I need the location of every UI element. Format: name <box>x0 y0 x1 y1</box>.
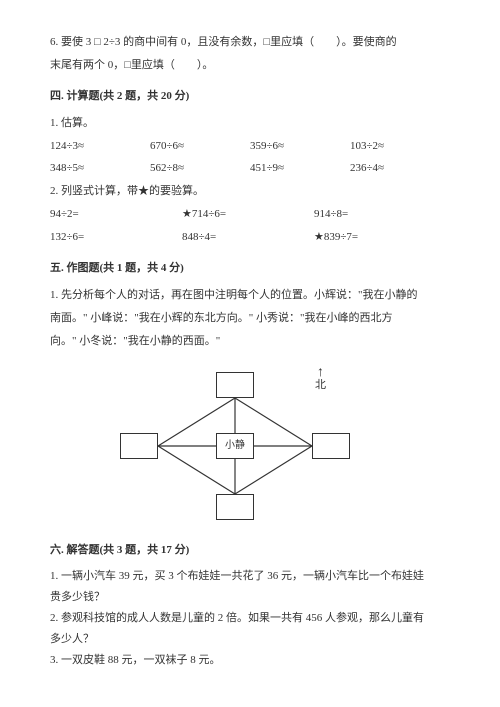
estimate-cell: 562÷8≈ <box>150 158 250 179</box>
estimate-cell: 124÷3≈ <box>50 136 150 157</box>
sec4-q2-label: 2. 列竖式计算，带★的要验算。 <box>50 181 450 202</box>
sec4-q1-label: 1. 估算。 <box>50 113 450 134</box>
north-label: 北 <box>315 380 326 391</box>
node-right <box>312 433 350 459</box>
north-indicator: ↑ 北 <box>315 366 326 391</box>
estimate-row-2: 348÷5≈ 562÷8≈ 451÷9≈ 236÷4≈ <box>50 158 450 179</box>
section-5-title: 五. 作图题(共 1 题，共 4 分) <box>50 258 450 279</box>
calc-cell: 132÷6= <box>50 227 182 248</box>
calc-cell: 94÷2= <box>50 204 182 225</box>
estimate-cell: 236÷4≈ <box>350 158 450 179</box>
estimate-cell: 348÷5≈ <box>50 158 150 179</box>
sec6-q1-a: 1. 一辆小汽车 39 元，买 3 个布娃娃一共花了 36 元，一辆小汽车比一个… <box>50 566 450 587</box>
node-top <box>216 372 254 398</box>
sec5-para-b: 南面。" 小峰说："我在小辉的东北方向。" 小秀说："我在小峰的西北方 <box>50 308 450 329</box>
q6-line-b: 末尾有两个 0，□里应填（ ）。 <box>50 55 450 76</box>
node-left <box>120 433 158 459</box>
section-4-title: 四. 计算题(共 2 题，共 20 分) <box>50 86 450 107</box>
calc-cell: 848÷4= <box>182 227 314 248</box>
estimate-cell: 670÷6≈ <box>150 136 250 157</box>
sec5-para-c: 向。" 小冬说："我在小静的西面。" <box>50 331 450 352</box>
calc-cell: ★714÷6= <box>182 204 314 225</box>
calc-cell: ★839÷7= <box>314 227 446 248</box>
vertical-calc-row-2: 132÷6= 848÷4= ★839÷7= <box>50 227 450 248</box>
estimate-row-1: 124÷3≈ 670÷6≈ 359÷6≈ 103÷2≈ <box>50 136 450 157</box>
sec6-q1-b: 贵多少钱？ <box>50 587 450 608</box>
q6-line-a: 6. 要使 3 □ 2÷3 的商中间有 0，且没有余数，□里应填（ ）。要使商的 <box>50 32 450 53</box>
vertical-calc-row-1: 94÷2= ★714÷6= 914÷8= <box>50 204 450 225</box>
direction-diagram: 小静 ↑ 北 <box>110 366 360 526</box>
sec6-q2-a: 2. 参观科技馆的成人人数是儿童的 2 倍。如果一共有 456 人参观，那么儿童… <box>50 608 450 629</box>
north-arrow-icon: ↑ <box>317 366 324 380</box>
calc-cell: 914÷8= <box>314 204 446 225</box>
section-6-title: 六. 解答题(共 3 题，共 17 分) <box>50 540 450 561</box>
estimate-cell: 103÷2≈ <box>350 136 450 157</box>
estimate-cell: 359÷6≈ <box>250 136 350 157</box>
sec6-q2-b: 多少人？ <box>50 629 450 650</box>
estimate-cell: 451÷9≈ <box>250 158 350 179</box>
node-bottom <box>216 494 254 520</box>
sec6-q3: 3. 一双皮鞋 88 元，一双袜子 8 元。 <box>50 650 450 671</box>
sec6-questions: 1. 一辆小汽车 39 元，买 3 个布娃娃一共花了 36 元，一辆小汽车比一个… <box>50 566 450 670</box>
node-center: 小静 <box>216 433 254 459</box>
sec5-para-a: 1. 先分析每个人的对话，再在图中注明每个人的位置。小辉说："我在小静的 <box>50 285 450 306</box>
